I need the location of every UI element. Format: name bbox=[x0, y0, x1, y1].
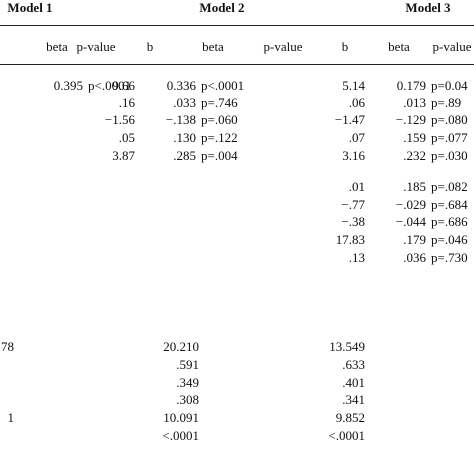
cell: p=0.04 bbox=[431, 78, 468, 93]
cell: p<.0001 bbox=[88, 78, 132, 93]
stat-cell: <.0001 bbox=[328, 428, 365, 443]
cell: .159 bbox=[403, 130, 426, 145]
cell: −.38 bbox=[341, 214, 365, 229]
stat-cell: 1 bbox=[7, 410, 15, 425]
stat-cell: 78 bbox=[1, 339, 14, 354]
cell: p=.89 bbox=[431, 95, 462, 110]
cell: p=.686 bbox=[431, 214, 468, 229]
column-header: beta bbox=[388, 39, 410, 54]
cell: .13 bbox=[348, 250, 365, 265]
cell: 5.14 bbox=[342, 78, 365, 93]
rule bbox=[0, 25, 474, 26]
cell: p=.080 bbox=[431, 112, 468, 127]
cell: 0.179 bbox=[396, 78, 426, 93]
cell: p=.684 bbox=[431, 197, 468, 212]
cell: 0.395 bbox=[53, 78, 83, 93]
cell: .232 bbox=[403, 148, 426, 163]
cell: −.044 bbox=[395, 214, 426, 229]
stat-cell: .308 bbox=[176, 392, 199, 407]
column-header: b bbox=[146, 39, 154, 54]
cell: .01 bbox=[348, 179, 365, 194]
stat-cell: .633 bbox=[342, 357, 365, 372]
cell: .179 bbox=[403, 232, 426, 247]
group-header: Model 2 bbox=[199, 0, 245, 15]
stat-cell: 10.091 bbox=[163, 410, 199, 425]
cell: −.129 bbox=[395, 112, 426, 127]
stat-cell: 20.210 bbox=[163, 339, 199, 354]
column-header: beta bbox=[46, 39, 68, 54]
cell: p=.122 bbox=[201, 130, 238, 145]
column-header: p-value bbox=[263, 39, 303, 54]
cell: p=.730 bbox=[431, 250, 468, 265]
cell: −.029 bbox=[395, 197, 426, 212]
cell: 9.66 bbox=[112, 78, 135, 93]
cell: .16 bbox=[118, 95, 135, 110]
stat-cell: 9.852 bbox=[335, 410, 365, 425]
cell: .05 bbox=[118, 130, 135, 145]
cell: −1.47 bbox=[334, 112, 365, 127]
stat-cell: .341 bbox=[342, 392, 365, 407]
column-header: beta bbox=[202, 39, 224, 54]
cell: p=.082 bbox=[431, 179, 468, 194]
cell: .07 bbox=[348, 130, 365, 145]
cell: p=.046 bbox=[431, 232, 468, 247]
column-header: b bbox=[341, 39, 349, 54]
cell: 3.16 bbox=[342, 148, 365, 163]
stat-cell: .401 bbox=[342, 375, 365, 390]
column-header: p-value bbox=[432, 39, 472, 54]
stat-cell: .591 bbox=[176, 357, 199, 372]
group-header: Model 1 bbox=[7, 0, 53, 15]
cell: p=.746 bbox=[201, 95, 238, 110]
stat-cell: .349 bbox=[176, 375, 199, 390]
cell: .013 bbox=[403, 95, 426, 110]
cell: p=.030 bbox=[431, 148, 468, 163]
cell: .285 bbox=[173, 148, 196, 163]
cell: .130 bbox=[173, 130, 196, 145]
group-header: Model 3 bbox=[405, 0, 451, 15]
stat-cell: <.0001 bbox=[162, 428, 199, 443]
cell: 17.83 bbox=[335, 232, 365, 247]
stat-cell: 13.549 bbox=[329, 339, 365, 354]
cell: .033 bbox=[173, 95, 196, 110]
cell: p<.0001 bbox=[201, 78, 245, 93]
cell: −.138 bbox=[165, 112, 196, 127]
column-header: p-value bbox=[76, 39, 116, 54]
cell: p=.077 bbox=[431, 130, 468, 145]
cell: p=.004 bbox=[201, 148, 238, 163]
cell: −.77 bbox=[341, 197, 365, 212]
cell: .185 bbox=[403, 179, 426, 194]
cell: p=.060 bbox=[201, 112, 238, 127]
cell: −1.56 bbox=[104, 112, 135, 127]
rule bbox=[0, 64, 474, 65]
cell: .036 bbox=[403, 250, 426, 265]
cell: 0.336 bbox=[166, 78, 196, 93]
cell: .06 bbox=[348, 95, 365, 110]
cell: 3.87 bbox=[112, 148, 135, 163]
